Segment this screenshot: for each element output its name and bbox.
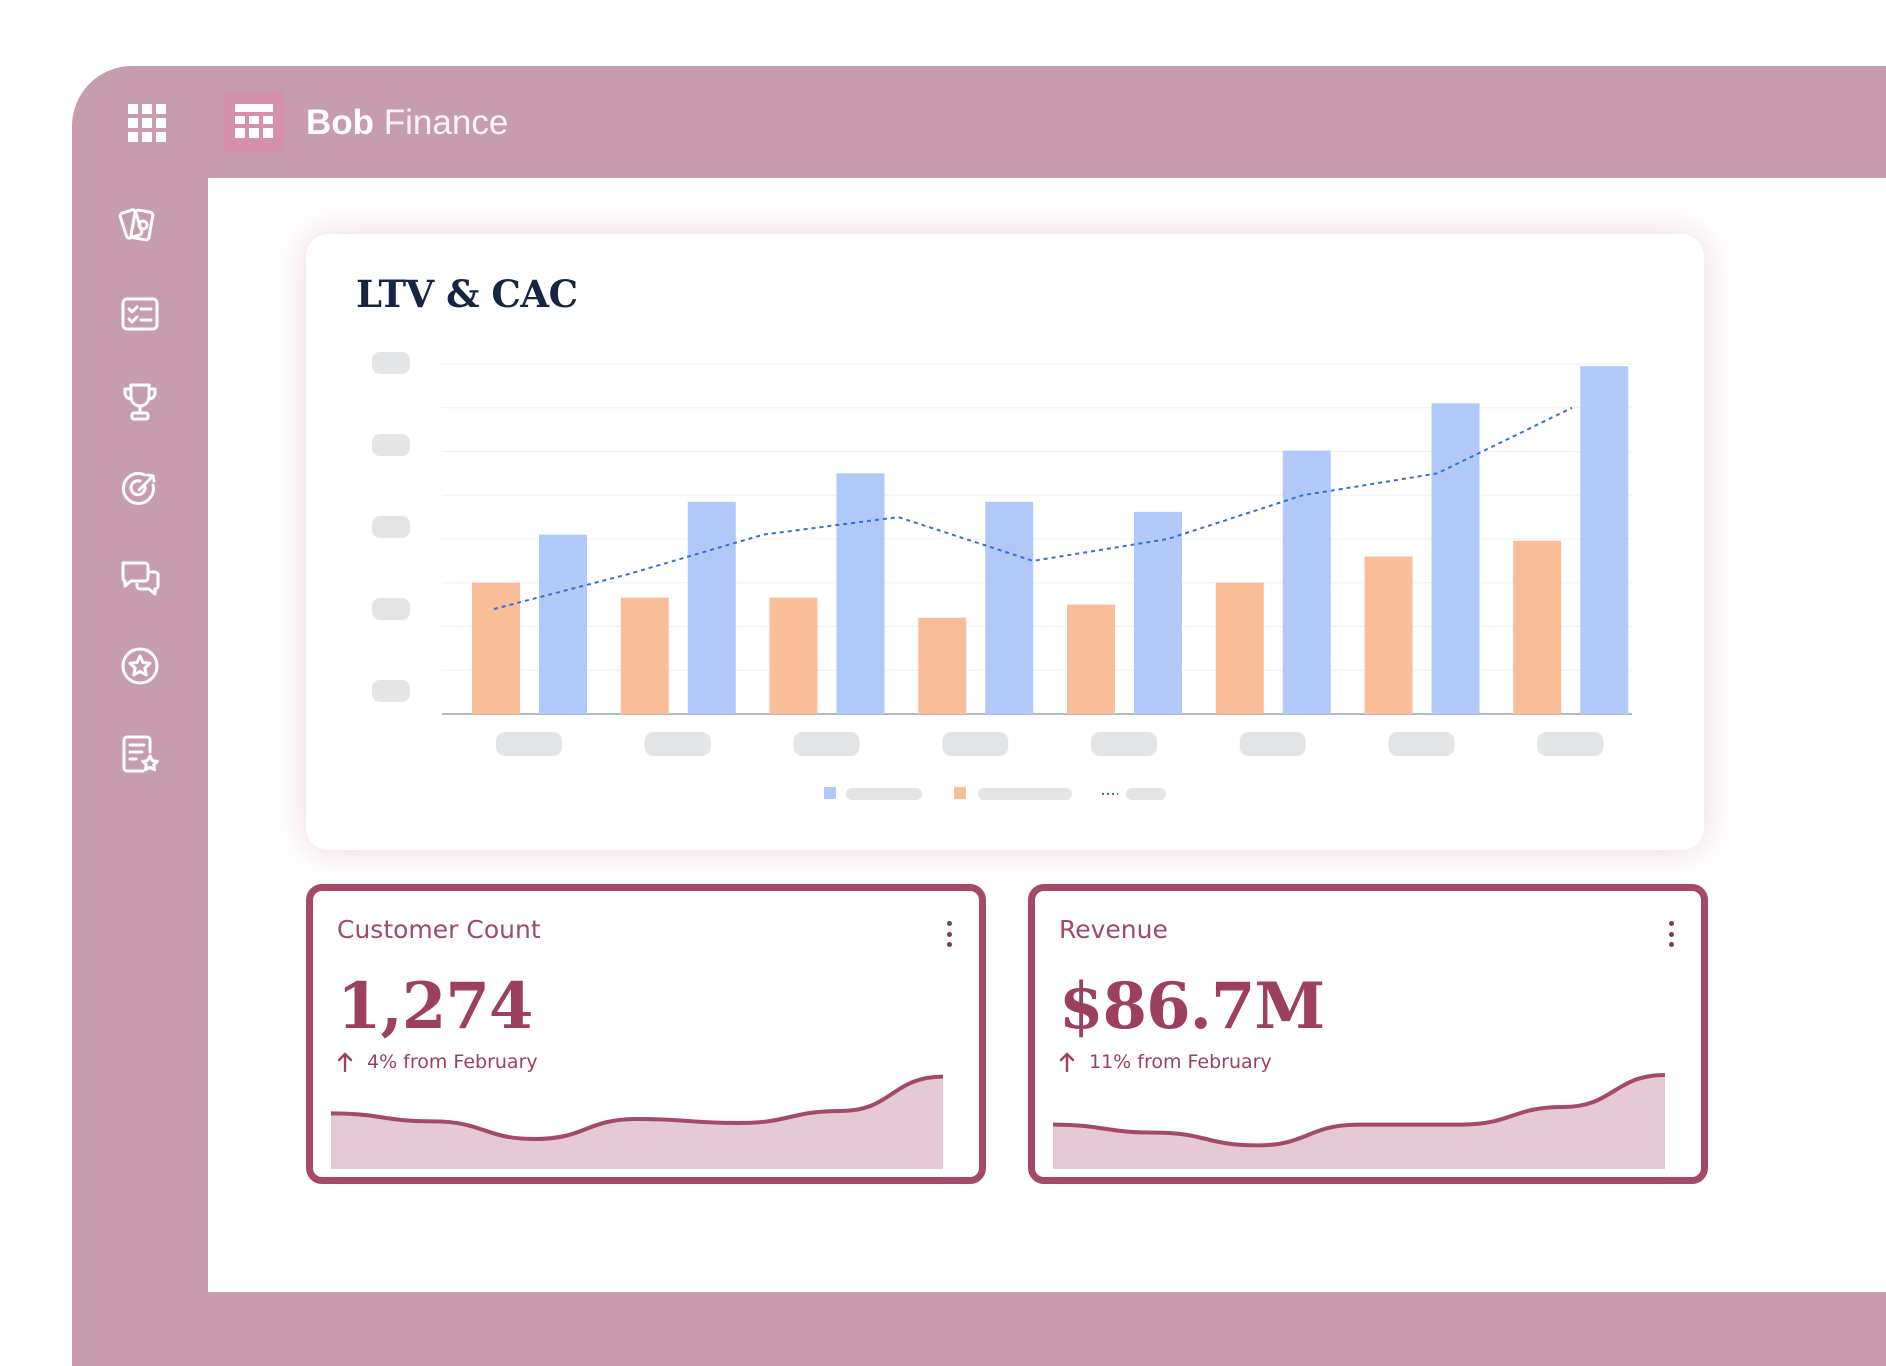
legend-label-placeholder (846, 788, 922, 800)
kpi-value: $86.7M (1059, 969, 1325, 1044)
y-tick-placeholder (372, 680, 410, 702)
y-tick-placeholder (372, 434, 410, 456)
legend-swatch-orange (954, 787, 966, 799)
chat-icon (121, 561, 160, 596)
bar-blue (1282, 450, 1331, 714)
kpi-title: Revenue (1059, 915, 1168, 944)
kpi-value: 1,274 (337, 969, 533, 1044)
bar-blue (1431, 403, 1480, 714)
sparkline-line (1052, 1073, 1666, 1148)
target-icon (121, 471, 156, 505)
chart-title: LTV & CAC (356, 272, 578, 316)
kebab-menu-icon[interactable] (947, 921, 953, 947)
sidebar-item-trophy[interactable] (112, 374, 168, 430)
sidebar-item-reviews[interactable] (112, 726, 168, 782)
x-tick-placeholder (942, 732, 1009, 756)
table-icon (235, 104, 273, 138)
legend-swatch-blue (824, 787, 836, 799)
x-tick-placeholder (793, 732, 860, 756)
bar-orange (1067, 604, 1115, 714)
arrow-up-icon (1059, 1052, 1075, 1073)
star-badge-icon (121, 647, 159, 685)
bar-blue (1134, 511, 1182, 714)
bar-blue (1580, 366, 1629, 714)
sidebar-item-chat[interactable] (112, 550, 168, 606)
bar-blue (985, 501, 1034, 714)
kpi-change: 11% from February (1059, 1051, 1272, 1073)
sidebar-item-target[interactable] (112, 462, 168, 518)
ltv-cac-card: LTV & CAC (306, 234, 1704, 850)
bar-orange (472, 582, 520, 714)
bar-orange (1513, 540, 1562, 714)
bar-orange (918, 617, 967, 714)
legend-label-placeholder (1126, 788, 1166, 800)
revenue-card[interactable]: Revenue $86.7M 11% from February (1028, 884, 1708, 1184)
y-tick-placeholder (372, 352, 410, 374)
cards-icon (118, 208, 155, 242)
ltv-cac-chart (372, 352, 1632, 800)
kebab-menu-icon[interactable] (1669, 921, 1675, 947)
x-tick-placeholder (1239, 732, 1306, 756)
bar-blue (687, 501, 736, 714)
kpi-change: 4% from February (337, 1051, 538, 1073)
kpi-sparkline (1052, 1073, 1666, 1169)
customer-count-card[interactable]: Customer Count 1,274 4% from February (306, 884, 986, 1184)
app-title-light: Finance (383, 103, 509, 142)
y-tick-placeholder (372, 598, 410, 620)
x-tick-placeholder (496, 732, 562, 756)
trend-line-dashed (493, 406, 1573, 610)
app-title-bold: Bob (306, 103, 375, 142)
bar-blue (836, 473, 885, 714)
sparkline-area (331, 1076, 943, 1169)
app-title: Bob Finance (306, 98, 508, 148)
checklist-icon (121, 297, 159, 331)
sparkline-area (1053, 1075, 1665, 1169)
bar-orange (1364, 556, 1413, 714)
x-tick-placeholder (1537, 732, 1604, 756)
y-tick-placeholder (372, 516, 410, 538)
kpi-change-text: 11% from February (1089, 1051, 1272, 1073)
app-logo (224, 92, 284, 152)
bar-orange (1215, 582, 1264, 714)
document-star-icon (122, 735, 159, 773)
kpi-change-text: 4% from February (367, 1051, 538, 1073)
bar-orange (769, 597, 818, 714)
sidebar-item-favorites[interactable] (112, 638, 168, 694)
sidebar-item-cards[interactable] (112, 198, 168, 254)
x-tick-placeholder (1091, 732, 1157, 756)
bar-blue (539, 534, 587, 714)
sidebar-item-checklist[interactable] (112, 286, 168, 342)
sparkline-line (330, 1074, 944, 1142)
trophy-icon (123, 383, 157, 421)
kpi-sparkline (330, 1074, 944, 1169)
legend-label-placeholder (978, 788, 1072, 800)
x-tick-placeholder (1388, 732, 1455, 756)
bar-orange (620, 597, 669, 714)
arrow-up-icon (337, 1052, 353, 1073)
apps-grid-icon[interactable] (128, 104, 166, 142)
x-tick-placeholder (644, 732, 711, 756)
kpi-title: Customer Count (337, 915, 541, 944)
